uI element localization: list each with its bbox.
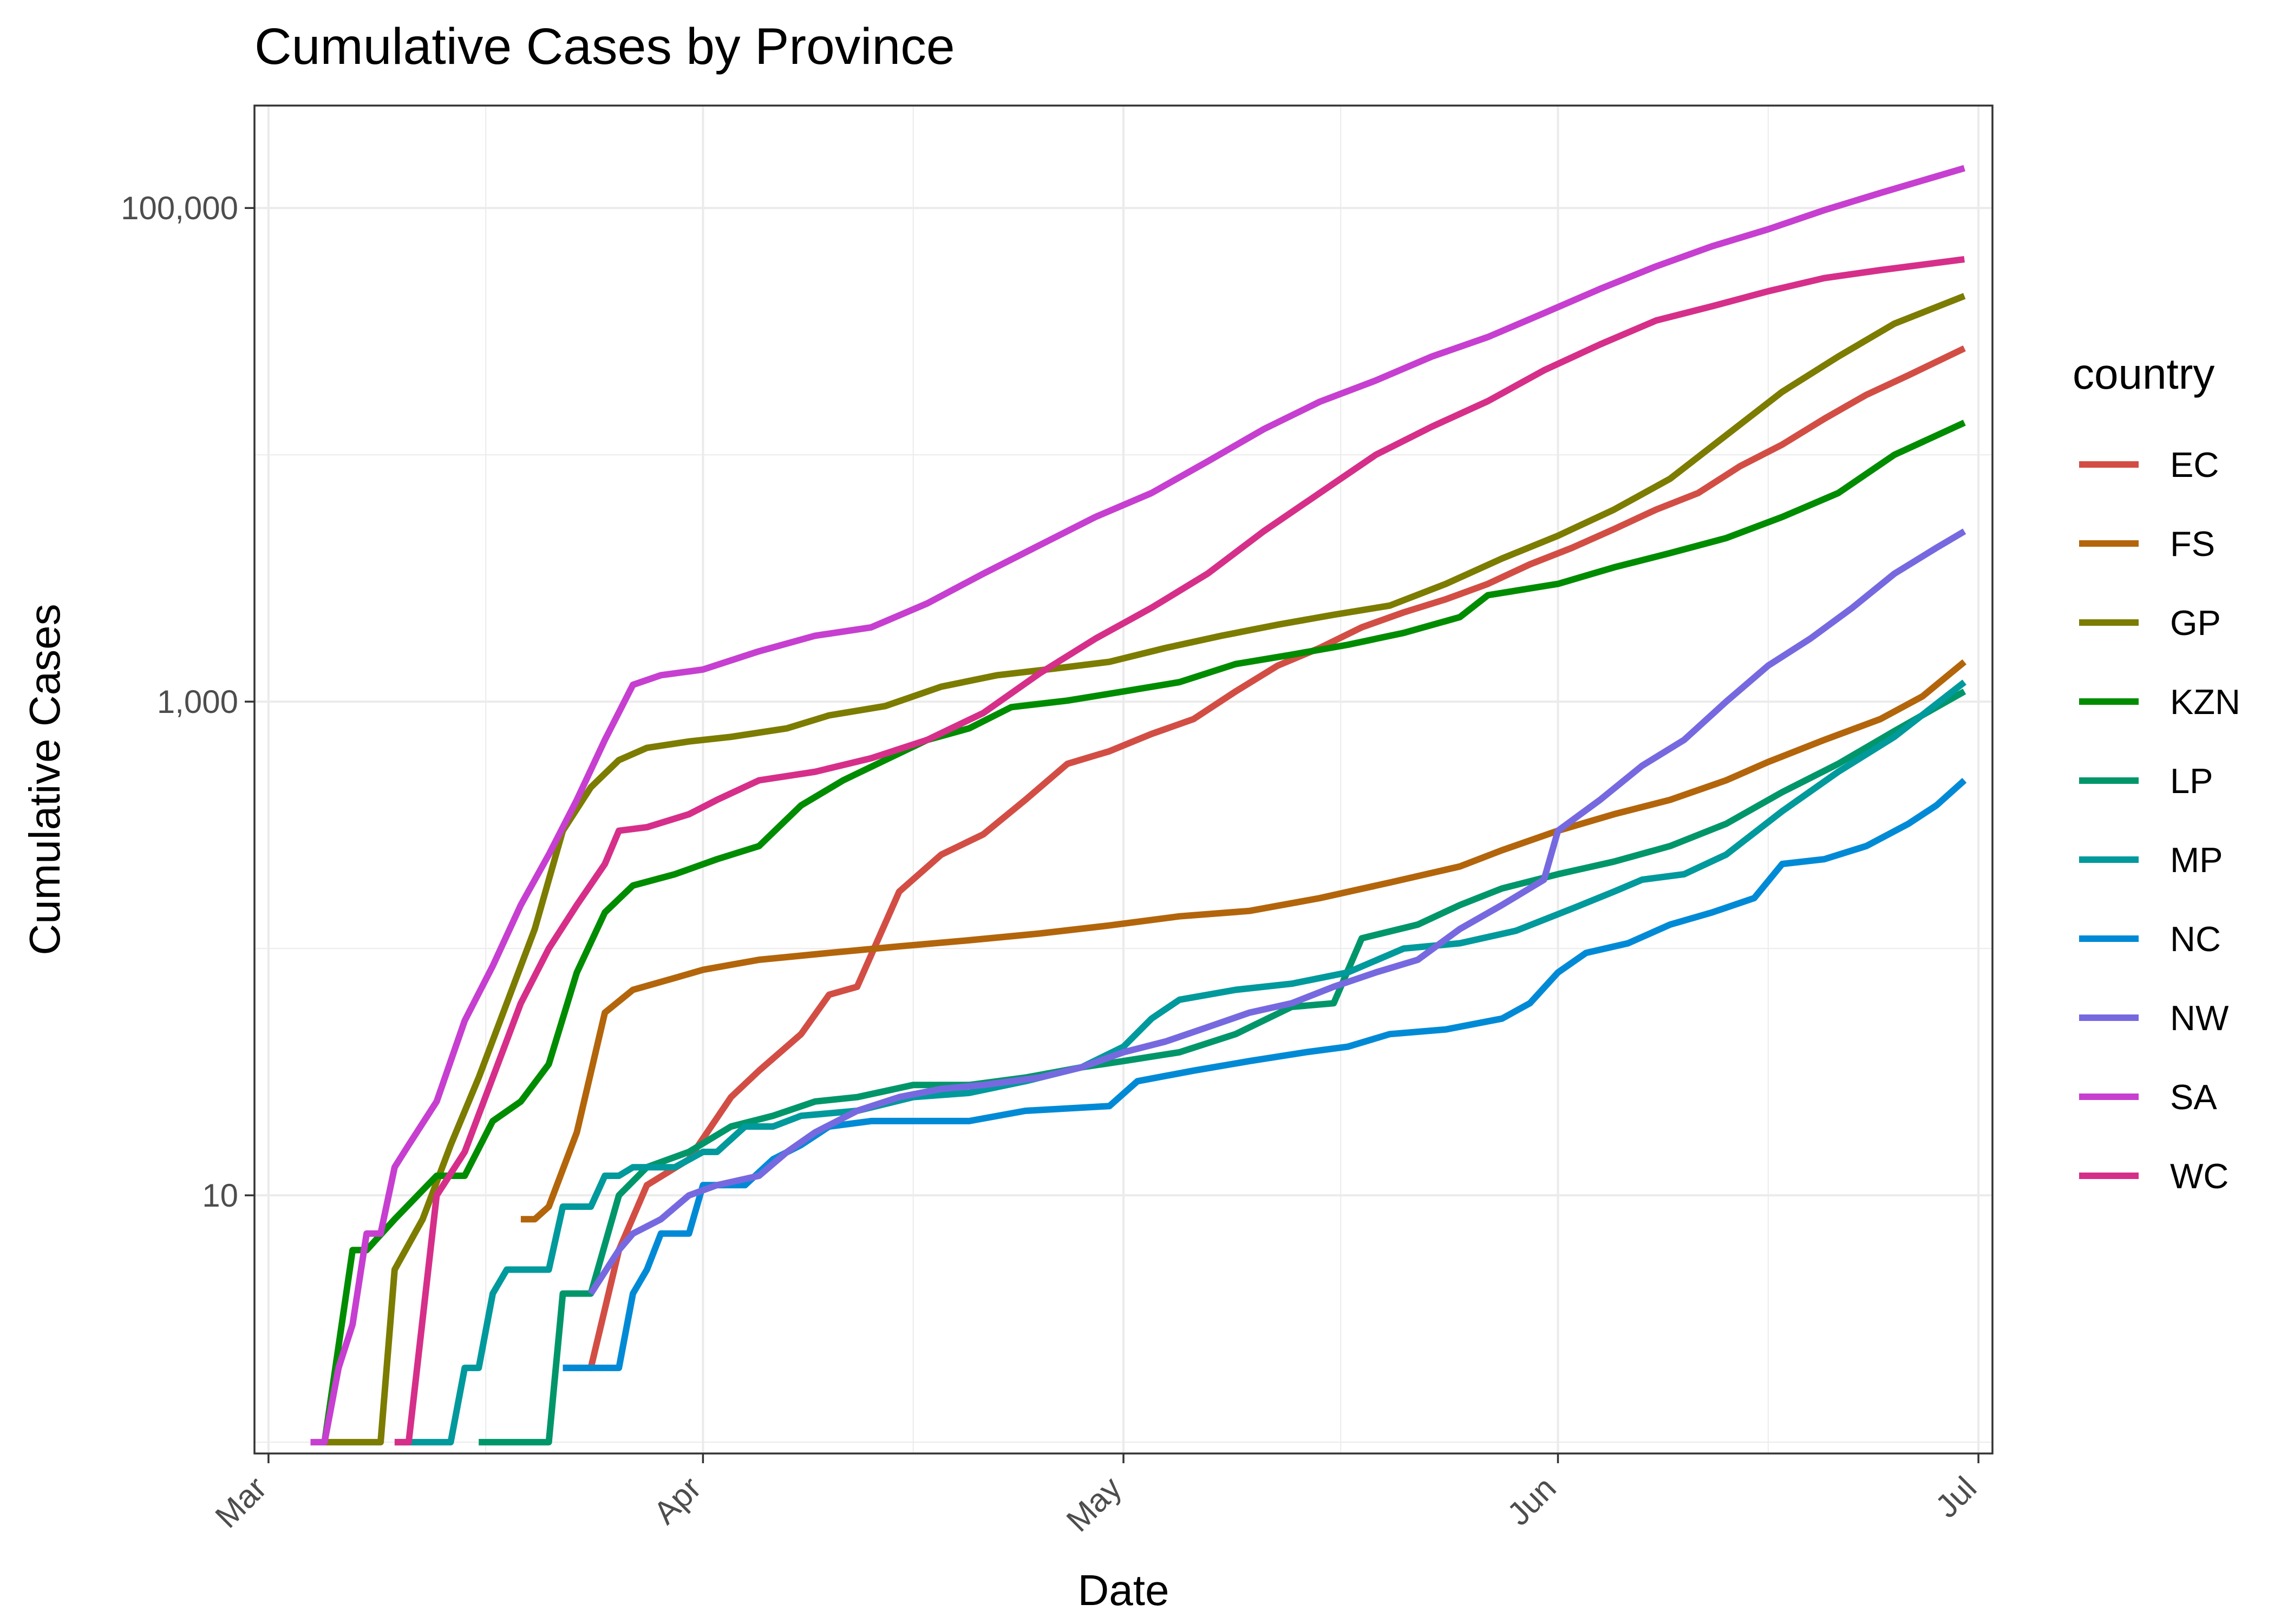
series-line-fs xyxy=(520,659,1967,1223)
series-line-nw xyxy=(588,528,1966,1295)
y-axis-title: Cumulative Cases xyxy=(21,604,69,955)
series-line-sa xyxy=(310,165,1965,1446)
legend-label-nc: NC xyxy=(2170,919,2221,959)
legend-items: EC FS GP KZN LP MP NC NW SA WC xyxy=(2079,445,2240,1196)
series-line-ec xyxy=(563,345,1966,1371)
y-tick-label: 10 xyxy=(202,1177,238,1214)
legend: country EC FS GP KZN LP MP NC NW SA WC xyxy=(2073,350,2240,1196)
grid-major xyxy=(254,106,1992,1453)
series-line-gp xyxy=(324,293,1966,1446)
series-line-kzn xyxy=(321,420,1966,1443)
chart-title: Cumulative Cases by Province xyxy=(254,18,955,75)
legend-label-sa: SA xyxy=(2170,1077,2217,1117)
y-tick-label: 1,000 xyxy=(157,684,238,720)
plot-area xyxy=(253,104,1994,1455)
series-layer xyxy=(310,165,1967,1446)
y-axis: 10 1,000 100,000 xyxy=(121,190,254,1214)
legend-label-ec: EC xyxy=(2170,445,2219,484)
x-axis-title: Date xyxy=(1078,1566,1169,1614)
legend-label-wc: WC xyxy=(2170,1156,2229,1196)
legend-title: country xyxy=(2073,350,2214,398)
series-line-mp xyxy=(394,679,1966,1446)
legend-label-gp: GP xyxy=(2170,603,2221,643)
series-line-wc xyxy=(394,256,1965,1446)
legend-label-fs: FS xyxy=(2170,524,2215,564)
y-tick-label: 100,000 xyxy=(121,190,238,226)
legend-label-lp: LP xyxy=(2170,761,2213,801)
legend-label-kzn: KZN xyxy=(2170,682,2240,722)
legend-label-nw: NW xyxy=(2170,998,2229,1038)
legend-label-mp: MP xyxy=(2170,840,2223,880)
